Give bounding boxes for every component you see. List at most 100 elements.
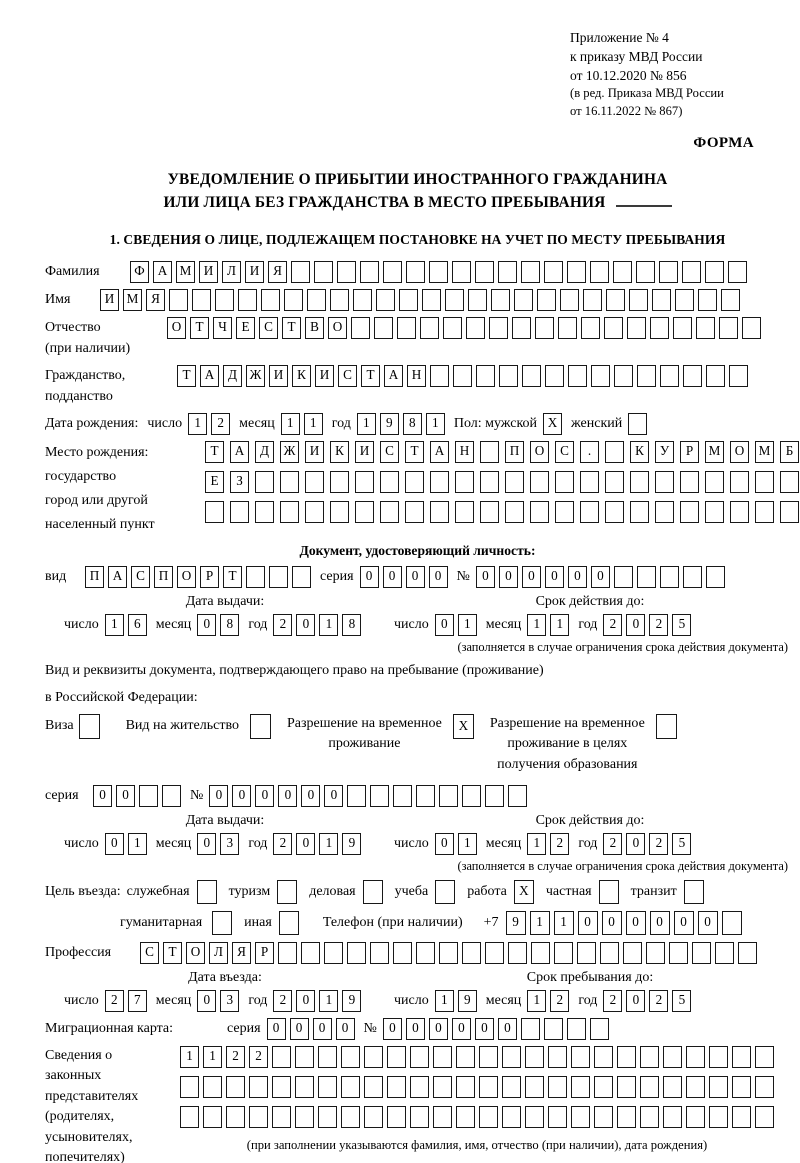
residence-number-cell[interactable]: 0	[209, 784, 229, 807]
representatives-cell[interactable]	[318, 1045, 337, 1068]
patronymic-cell[interactable]	[397, 317, 416, 340]
doc-kind-cell[interactable]: Т	[223, 566, 242, 589]
profession-cell[interactable]	[416, 941, 435, 964]
doc-number-cell[interactable]: 0	[590, 566, 610, 589]
patronymic-cell[interactable]	[673, 317, 692, 340]
expiry-year-cell[interactable]: 2	[603, 614, 623, 637]
representatives-cell[interactable]	[341, 1075, 360, 1098]
profession-cell[interactable]: Р	[255, 941, 274, 964]
profession-cell[interactable]	[577, 941, 596, 964]
birth-place-cell[interactable]: К	[330, 441, 349, 464]
birth-place-cell[interactable]	[355, 501, 374, 524]
migration-series-cell[interactable]: 0	[335, 1017, 355, 1040]
expiry-year-cell[interactable]: 2	[649, 614, 669, 637]
stay-day-cell[interactable]: 9	[457, 989, 477, 1012]
citizenship-cell[interactable]: И	[269, 365, 288, 388]
profession-cell[interactable]: О	[186, 941, 205, 964]
name-cell[interactable]	[675, 289, 694, 312]
expiry-month-cell[interactable]: 1	[527, 614, 547, 637]
citizenship-cell[interactable]: Т	[177, 365, 196, 388]
purpose-other-cell[interactable]	[278, 910, 299, 935]
patronymic-cell[interactable]: Ч	[213, 317, 232, 340]
representatives-cell[interactable]	[732, 1045, 751, 1068]
birth-place-cell[interactable]: Б	[780, 441, 799, 464]
representatives-cell[interactable]	[594, 1045, 613, 1068]
residence-issue-month-cell[interactable]: 0	[197, 832, 217, 855]
birth-place-cell[interactable]: М	[755, 441, 774, 464]
migration-series-cell[interactable]: 0	[312, 1017, 332, 1040]
entry-year-cell[interactable]: 2	[273, 989, 293, 1012]
birth-place-cell[interactable]	[355, 471, 374, 494]
birth-place-cell[interactable]	[305, 501, 324, 524]
citizenship-cell[interactable]	[430, 365, 449, 388]
patronymic-cell[interactable]	[558, 317, 577, 340]
surname-cell[interactable]	[314, 261, 333, 284]
visa-checkbox-cell[interactable]	[78, 714, 100, 740]
birth-place-cell[interactable]: .	[580, 441, 599, 464]
doc-number-cell[interactable]: 0	[567, 566, 587, 589]
residence-number-cell[interactable]	[462, 784, 482, 807]
purpose-official-cell[interactable]	[196, 879, 217, 904]
female-checkbox-cell[interactable]	[628, 413, 648, 436]
residence-series-cell[interactable]	[139, 784, 158, 807]
birth-year-cell[interactable]: 1	[425, 413, 445, 436]
representatives-cell[interactable]	[295, 1075, 314, 1098]
citizenship-cell[interactable]	[591, 365, 610, 388]
birth-place-cell[interactable]	[730, 471, 749, 494]
name-cell[interactable]: Я	[146, 289, 165, 312]
profession-cell[interactable]	[692, 941, 711, 964]
birth-place-cell[interactable]: А	[230, 441, 249, 464]
residence-number-cell[interactable]: 0	[232, 784, 252, 807]
birth-place-cell[interactable]	[555, 501, 574, 524]
residence-expiry-month-cell[interactable]: 1	[527, 832, 547, 855]
phone-cell[interactable]: 1	[553, 910, 574, 935]
name-cell[interactable]: М	[123, 289, 142, 312]
representatives-cell[interactable]	[617, 1105, 636, 1128]
residence-number-cell[interactable]	[347, 784, 367, 807]
name-cell[interactable]	[307, 289, 326, 312]
birth-place-cell[interactable]	[380, 471, 399, 494]
representatives-cell[interactable]	[295, 1045, 314, 1068]
birth-place-cell[interactable]	[280, 501, 299, 524]
birth-year-cell[interactable]: 8	[402, 413, 422, 436]
birth-place-cell[interactable]	[555, 471, 574, 494]
residence-number-cell[interactable]: 0	[324, 784, 344, 807]
representatives-cell[interactable]: 1	[180, 1045, 199, 1068]
name-cell[interactable]	[169, 289, 188, 312]
representatives-cell[interactable]	[364, 1075, 383, 1098]
patronymic-cell[interactable]: О	[328, 317, 347, 340]
representatives-cell[interactable]	[640, 1075, 659, 1098]
representatives-cell[interactable]	[318, 1105, 337, 1128]
representatives-cell[interactable]	[732, 1075, 751, 1098]
phone-cell[interactable]: 9	[505, 910, 526, 935]
birth-place-cell[interactable]: И	[305, 441, 324, 464]
doc-number-cell[interactable]: 0	[544, 566, 564, 589]
migration-number-cell[interactable]: 0	[474, 1017, 494, 1040]
entry-year-cell[interactable]: 9	[342, 989, 362, 1012]
citizenship-cell[interactable]	[545, 365, 564, 388]
name-cell[interactable]	[468, 289, 487, 312]
birth-place-cell[interactable]	[705, 501, 724, 524]
representatives-cell[interactable]	[755, 1045, 774, 1068]
residence-number-cell[interactable]: 0	[278, 784, 298, 807]
migration-number-cell[interactable]: 0	[428, 1017, 448, 1040]
profession-cell[interactable]	[508, 941, 527, 964]
name-cell[interactable]	[606, 289, 625, 312]
residence-expiry-day-cell[interactable]: 0	[434, 832, 454, 855]
birth-place-cell[interactable]: Ж	[280, 441, 299, 464]
surname-cell[interactable]	[682, 261, 701, 284]
birth-place-cell[interactable]	[480, 471, 499, 494]
birth-place-cell[interactable]: Р	[680, 441, 699, 464]
birth-year-cell[interactable]: 9	[379, 413, 399, 436]
purpose-business-cell[interactable]	[362, 879, 383, 904]
citizenship-cell[interactable]: А	[200, 365, 219, 388]
representatives-cell[interactable]	[755, 1105, 774, 1128]
issue-day-cell[interactable]: 6	[127, 614, 147, 637]
migration-number-cell[interactable]	[520, 1017, 540, 1040]
profession-cell[interactable]: Л	[209, 941, 228, 964]
representatives-cell[interactable]	[755, 1075, 774, 1098]
citizenship-cell[interactable]: Т	[361, 365, 380, 388]
representatives-cell[interactable]	[387, 1105, 406, 1128]
birth-place-cell[interactable]	[630, 501, 649, 524]
issue-day-cell[interactable]: 1	[104, 614, 124, 637]
